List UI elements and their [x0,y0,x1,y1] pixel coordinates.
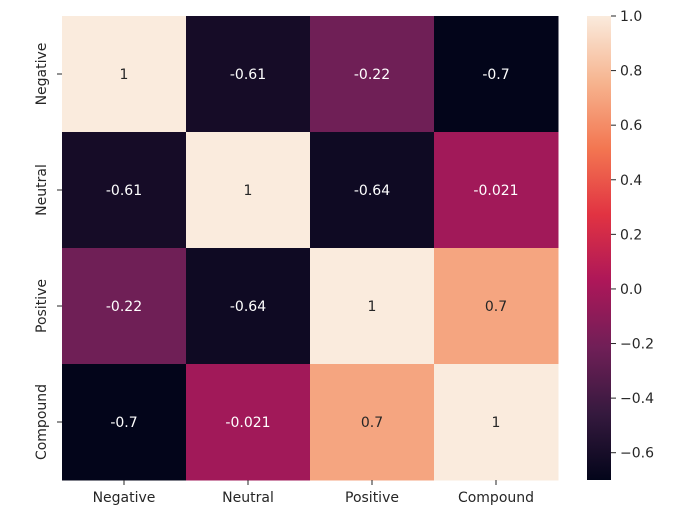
heatmap-cell [186,248,311,365]
y-tick-label: Compound [34,384,50,460]
cell-annotation: 0.7 [361,415,383,431]
colorbar-tick-label: 0.4 [620,173,642,189]
cell-annotation: -0.021 [225,415,270,431]
cell-annotation: 1 [368,299,377,315]
colorbar-gradient [587,16,611,480]
colorbar-tick-label: −0.6 [620,446,654,462]
cell-annotation: 1 [120,67,129,83]
colorbar: 1.0 0.8 0.6 0.4 0.2 0.0 −0.2 −0.4 −0.6 [587,9,654,480]
colorbar-tick-label: 0.8 [620,64,642,80]
x-axis: Negative Neutral Positive Compound [93,480,534,506]
heatmap-cell [62,132,187,249]
colorbar-tick-label: 1.0 [620,9,642,25]
colorbar-tick-label: −0.4 [620,391,654,407]
heatmap-cell [434,16,559,133]
heatmap-cell [434,364,559,481]
heatmap-cell [62,364,187,481]
x-tick-label: Neutral [222,490,274,506]
cell-annotation: -0.64 [354,183,390,199]
x-tick-label: Negative [93,490,156,506]
cell-annotation: -0.61 [230,67,266,83]
heatmap-cell [310,132,435,249]
y-tick-label: Negative [34,43,50,106]
heatmap-cell [434,132,559,249]
cell-annotations: 1 -0.61 -0.22 -0.7 -0.61 1 -0.64 -0.021 -0.22 -0.… [106,67,519,431]
cell-annotation: -0.021 [473,183,518,199]
cell-annotation: 1 [492,415,501,431]
heatmap-cell [186,132,311,249]
cell-annotation: -0.22 [106,299,142,315]
heatmap-cell [310,248,435,365]
y-axis: Negative Neutral Positive Compound [34,43,62,460]
colorbar-tick-label: 0.2 [620,227,642,243]
cell-annotation: -0.7 [110,415,137,431]
colorbar-tick-label: 0.0 [620,282,642,298]
heatmap-cell [186,364,311,481]
y-tick-label: Positive [34,279,50,333]
cell-annotation: 1 [244,183,253,199]
cell-annotation: -0.61 [106,183,142,199]
colorbar-tick-label: 0.6 [620,118,642,134]
cell-annotation: -0.64 [230,299,266,315]
heatmap-cells [62,16,559,481]
heatmap-cell [434,248,559,365]
heatmap-cell [186,16,311,133]
heatmap-cell [310,16,435,133]
colorbar-tick-label: −0.2 [620,337,654,353]
cell-annotation: -0.22 [354,67,390,83]
y-tick-label: Neutral [34,164,50,216]
heatmap-cell [62,248,187,365]
heatmap-cell [310,364,435,481]
cell-annotation: -0.7 [482,67,509,83]
x-tick-label: Compound [458,490,534,506]
cell-annotation: 0.7 [485,299,507,315]
heatmap-cell [62,16,187,133]
x-tick-label: Positive [345,490,399,506]
